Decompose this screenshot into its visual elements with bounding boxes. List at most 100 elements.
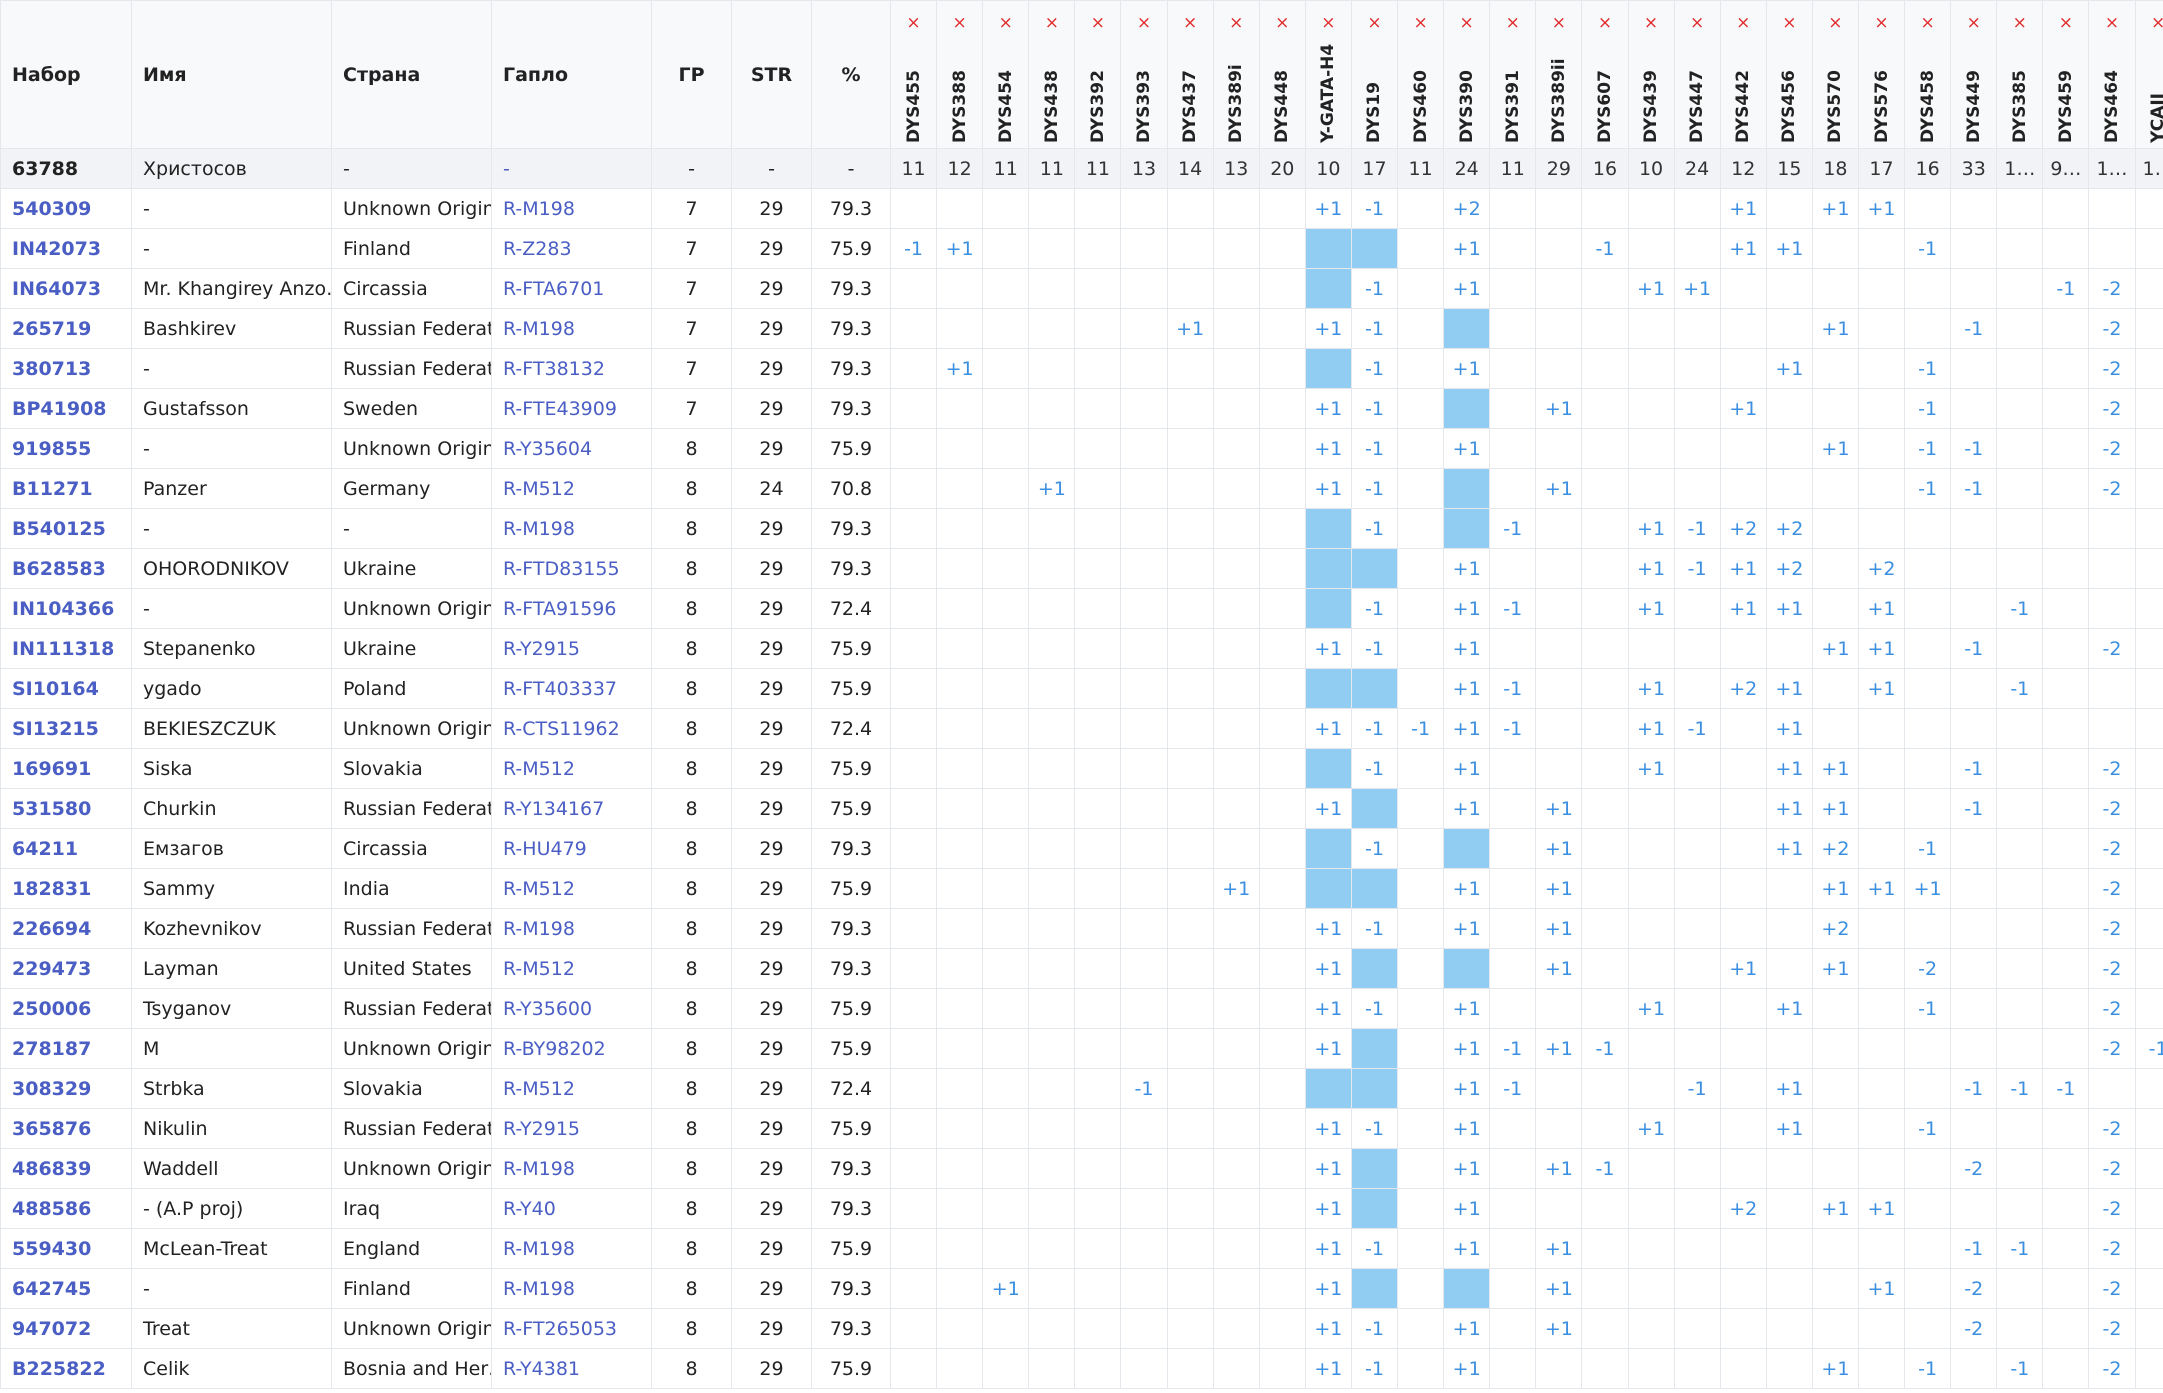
- remove-marker[interactable]: ×: [2136, 13, 2163, 33]
- remove-marker[interactable]: ×: [1321, 13, 1336, 33]
- name: Христосов: [131, 148, 332, 189]
- kit-id[interactable]: 380713: [0, 348, 132, 389]
- remove-marker[interactable]: ×: [1367, 13, 1382, 33]
- marker-cell: [1950, 1188, 1998, 1229]
- remove-marker[interactable]: ×: [1044, 13, 1059, 33]
- remove-marker[interactable]: ×: [1275, 13, 1290, 33]
- remove-marker[interactable]: ×: [1874, 13, 1889, 33]
- marker-cell: [1673, 468, 1721, 509]
- remove-marker[interactable]: ×: [1551, 13, 1566, 33]
- marker-header: × YCAII: [2134, 0, 2163, 149]
- marker-cell: [1673, 588, 1721, 629]
- remove-marker[interactable]: ×: [1413, 13, 1428, 33]
- highlight-cell: [1350, 548, 1399, 589]
- kit-id[interactable]: B11271: [0, 468, 132, 509]
- marker-cell: [1397, 588, 1445, 629]
- remove-marker[interactable]: ×: [1182, 13, 1198, 33]
- column-header: %: [811, 0, 891, 149]
- remove-marker[interactable]: ×: [906, 13, 921, 33]
- remove-marker[interactable]: ×: [1643, 13, 1659, 33]
- marker-cell: [982, 868, 1030, 909]
- marker-cell: [1996, 548, 2044, 589]
- kit-id[interactable]: BP41908: [0, 388, 132, 429]
- remove-marker[interactable]: ×: [1597, 13, 1613, 33]
- marker-cell: [2042, 588, 2090, 629]
- marker-cell: [1627, 1068, 1675, 1109]
- kit-id[interactable]: B225822: [0, 1348, 132, 1389]
- remove-marker[interactable]: ×: [952, 13, 967, 33]
- marker-cell: [1166, 748, 1214, 789]
- kit-id[interactable]: IN42073: [0, 228, 132, 269]
- kit-id[interactable]: 64211: [0, 828, 132, 869]
- marker-cell: [2088, 668, 2136, 709]
- remove-marker[interactable]: ×: [1229, 13, 1244, 33]
- marker-name: DYS458: [1917, 70, 1938, 143]
- remove-marker[interactable]: ×: [1090, 13, 1106, 33]
- remove-marker[interactable]: ×: [2104, 13, 2120, 33]
- remove-marker[interactable]: ×: [1690, 13, 1705, 33]
- remove-marker[interactable]: ×: [1828, 13, 1843, 33]
- marker-cell: [1489, 268, 1537, 309]
- kit-id[interactable]: 365876: [0, 1108, 132, 1149]
- kit-id[interactable]: 226694: [0, 908, 132, 949]
- remove-marker[interactable]: ×: [1966, 13, 1981, 33]
- marker-cell: [1212, 1308, 1260, 1349]
- marker-diff: +1: [1443, 1188, 1491, 1229]
- marker-cell: [1627, 348, 1675, 389]
- reference-row: 63788 Христосов - - - - -11 12 11 11 11 13 14 13 20 10 1…: [0, 148, 2163, 189]
- kit-id[interactable]: 540309: [0, 188, 132, 229]
- marker-diff: +1: [1443, 1028, 1491, 1069]
- kit-id[interactable]: SI10164: [0, 668, 132, 709]
- marker-cell: [2134, 708, 2163, 749]
- kit-id[interactable]: 278187: [0, 1028, 132, 1069]
- kit-id[interactable]: 229473: [0, 948, 132, 989]
- remove-marker[interactable]: ×: [1736, 13, 1751, 33]
- marker-cell: [889, 828, 938, 869]
- kit-id[interactable]: B628583: [0, 548, 132, 589]
- kit-id[interactable]: 642745: [0, 1268, 132, 1309]
- match-row: 947072 Treat Unknown Origin R-FT265053 8 29 79…: [0, 1308, 2163, 1349]
- kit-id[interactable]: IN64073: [0, 268, 132, 309]
- kit-id[interactable]: 182831: [0, 868, 132, 909]
- remove-marker[interactable]: ×: [1136, 13, 1152, 33]
- remove-marker[interactable]: ×: [2012, 13, 2027, 33]
- marker-cell: [2134, 348, 2163, 389]
- marker-cell: [1581, 1068, 1629, 1109]
- kit-id[interactable]: SI13215: [0, 708, 132, 749]
- kit-id[interactable]: 947072: [0, 1308, 132, 1349]
- kit-id[interactable]: 531580: [0, 788, 132, 829]
- marker-name: DYS442: [1733, 70, 1754, 143]
- marker-cell: [1397, 268, 1445, 309]
- kit-id[interactable]: 919855: [0, 428, 132, 469]
- remove-marker[interactable]: ×: [1505, 13, 1520, 33]
- marker-cell: [1904, 1268, 1952, 1309]
- remove-marker[interactable]: ×: [1920, 13, 1935, 33]
- marker-cell: [1120, 228, 1168, 269]
- marker-cell: [1581, 1188, 1629, 1229]
- marker-cell: [1212, 388, 1260, 429]
- kit-id[interactable]: 488586: [0, 1188, 132, 1229]
- remove-marker[interactable]: ×: [1782, 13, 1797, 33]
- marker-cell: [1074, 268, 1122, 309]
- kit-id[interactable]: B540125: [0, 508, 132, 549]
- marker-cell: [1489, 428, 1537, 469]
- marker-cell: [1120, 668, 1168, 709]
- kit-id[interactable]: 250006: [0, 988, 132, 1029]
- kit-id[interactable]: 265719: [0, 308, 132, 349]
- remove-marker[interactable]: ×: [998, 13, 1013, 33]
- remove-marker[interactable]: ×: [1459, 13, 1474, 33]
- marker-cell: [1258, 1268, 1306, 1309]
- marker-cell: [1028, 348, 1076, 389]
- marker-cell: [1258, 1148, 1306, 1189]
- kit-id[interactable]: IN104366: [0, 588, 132, 629]
- marker-diff: +1: [1719, 548, 1767, 589]
- marker-cell: [936, 268, 984, 309]
- marker-cell: [1627, 1348, 1675, 1389]
- kit-id[interactable]: 486839: [0, 1148, 132, 1189]
- kit-id[interactable]: 308329: [0, 1068, 132, 1109]
- kit-id[interactable]: 169691: [0, 748, 132, 789]
- kit-id[interactable]: 559430: [0, 1228, 132, 1269]
- kit-id[interactable]: IN111318: [0, 628, 132, 669]
- remove-marker[interactable]: ×: [2058, 13, 2074, 33]
- marker-cell: [982, 668, 1030, 709]
